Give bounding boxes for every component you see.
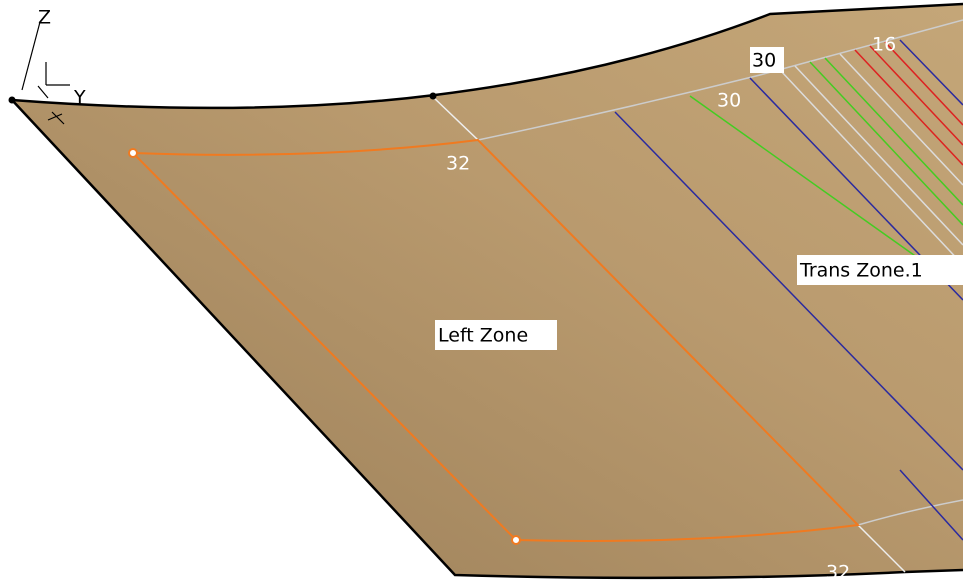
zone-label: Left Zone xyxy=(438,325,528,347)
page: {"axis": {"z": "Z", "y": "Y"}, "zones": … xyxy=(0,0,963,585)
axis-label: Z xyxy=(38,7,51,29)
axis-label: Y xyxy=(73,87,86,109)
surface-vertex xyxy=(430,93,437,100)
annotation: 32 xyxy=(446,153,470,175)
annotation: 30 xyxy=(752,50,776,72)
annotation: 30 xyxy=(717,90,741,112)
annotation: 16 xyxy=(872,34,896,56)
surface-vertex xyxy=(9,97,16,104)
zone-label: Trans Zone.1 xyxy=(799,260,923,282)
surface xyxy=(12,4,963,578)
annotation: 32 xyxy=(826,562,850,584)
zone-vertex xyxy=(512,536,520,544)
zone-vertex xyxy=(129,149,137,157)
viewport: Z Y Left Zone Trans Zone.1 30 30 16 32 3… xyxy=(0,0,963,585)
